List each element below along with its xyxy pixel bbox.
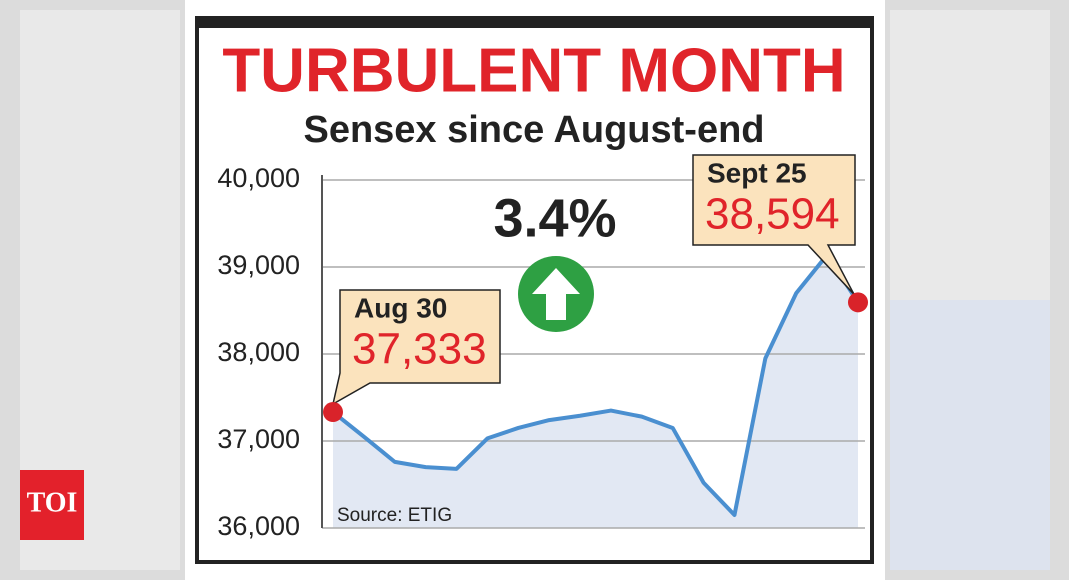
point (323, 402, 343, 423)
y-tick-label: 40,000 (217, 163, 300, 193)
line (331, 252, 860, 517)
up-arrow (532, 268, 580, 320)
logo: TOI (27, 487, 78, 518)
chart-subtitle: Sensex since August-end (303, 109, 764, 151)
callout-box (692, 154, 856, 295)
logo-box (20, 470, 84, 540)
chart-title: TURBULENT MONTH (222, 36, 845, 105)
callout-date: Aug 30 (354, 292, 447, 323)
point (848, 292, 868, 313)
callout-box (331, 289, 501, 406)
y-tick-label: 37,000 (217, 424, 300, 454)
callout-value: 38,594 (705, 190, 840, 239)
plot: 36,000 37,000 38,000 39,000 40,000 Aug 3037,3… (217, 154, 868, 541)
y-tick-label: 39,000 (217, 250, 300, 280)
top-rule (197, 18, 872, 28)
callout-value: 37,333 (352, 325, 487, 374)
callout-date: Sept 25 (707, 157, 807, 188)
blurred-area (890, 300, 1050, 570)
change-label: 3.4% (493, 188, 616, 248)
source: Source: ETIG (337, 505, 452, 526)
y-tick-label: 38,000 (217, 337, 300, 367)
y-tick-label: 36,000 (217, 511, 300, 541)
frame (195, 16, 874, 564)
